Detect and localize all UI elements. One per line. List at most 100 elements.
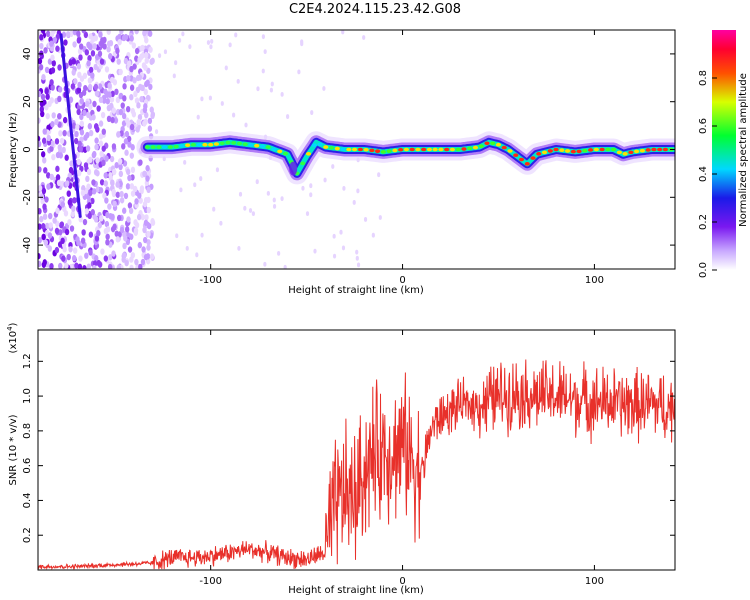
- spectrogram-noise-cell: [38, 166, 42, 173]
- spectrogram-ridge-core: [351, 147, 358, 152]
- spectrogram-noise-cell: [256, 86, 260, 92]
- spectrogram-noise-cell: [88, 129, 94, 137]
- spectrogram-noise-cell: [45, 222, 50, 230]
- spectrogram-ridge-core: [369, 148, 375, 153]
- spectrogram-noise-cell: [98, 140, 104, 147]
- spectrogram-ridge-core: [346, 147, 352, 152]
- spectrogram-noise-cell: [38, 117, 41, 124]
- spectrogram-ridge-core: [259, 144, 266, 149]
- spectrogram-noise-cell: [286, 114, 290, 119]
- spectrogram-noise-cell: [107, 203, 112, 210]
- spectrogram-ridge-core: [467, 146, 473, 151]
- spectrogram-noise-cell: [143, 88, 148, 96]
- spectrogram-noise-cell: [147, 125, 153, 132]
- figure-title: C2E4.2024.115.23.42.G08: [288, 2, 462, 17]
- spectrogram-noise-cell: [123, 57, 129, 65]
- spectrogram-noise-cell: [64, 262, 69, 269]
- spectrogram-noise-cell: [85, 145, 91, 152]
- spectrogram-x-ticks: -100 0 100: [199, 30, 604, 286]
- spectrogram-noise-cell: [76, 158, 81, 166]
- spectrogram-noise-cell: [40, 93, 46, 101]
- spectrogram-noise-cell: [104, 197, 109, 204]
- spectrogram-noise-cell: [313, 248, 317, 254]
- spectrogram-noise-cell: [40, 110, 45, 118]
- spectrogram-noise-cell: [43, 167, 48, 174]
- spectrogram-noise-cell: [56, 113, 62, 120]
- spectrogram-noise-cell: [142, 200, 148, 208]
- spectrogram-noise-cell: [174, 60, 178, 66]
- spectrogram-noise-cell: [146, 239, 151, 246]
- spectrogram-ridge-core: [265, 145, 271, 149]
- spectrogram-noise-cell: [74, 262, 79, 269]
- spectrogram-noise-cell: [46, 183, 51, 190]
- spectrogram-noise-cell: [145, 253, 151, 260]
- spectrogram-noise-cell: [97, 50, 103, 57]
- spectrogram-noise-cell: [97, 222, 103, 229]
- spectrogram-noise-cell: [137, 241, 143, 249]
- spectrogram-noise-cell: [94, 123, 99, 130]
- spectrogram-noise-cell: [64, 180, 70, 187]
- spectrogram-noise-cell: [137, 113, 143, 121]
- spectrogram-noise-cell: [85, 175, 90, 183]
- spectrogram-noise-cell: [146, 206, 152, 214]
- spectrogram-noise-cell: [102, 43, 107, 50]
- spectrogram-noise-cell: [72, 247, 78, 254]
- spectrogram-noise-cell: [45, 172, 51, 179]
- spectrogram-noise-cell: [132, 185, 138, 193]
- spectrogram-noise-cell: [181, 31, 185, 37]
- spectrogram-noise-cell: [41, 233, 46, 241]
- spectrogram-noise-cell: [92, 43, 97, 50]
- spectrogram-noise-cell: [219, 220, 223, 226]
- snr-y-label: SNR (10 * v/v): [8, 414, 19, 485]
- snr-x-tick-label: 0: [399, 576, 405, 587]
- snr-y-ticks: 0.2 0.4 0.6 0.8 1.0 1.2: [22, 353, 675, 543]
- spectrogram-noise-cell: [115, 236, 120, 243]
- spectrogram-noise-cell: [143, 64, 148, 71]
- spectrogram-noise-cell: [38, 57, 43, 65]
- spectrogram-noise-cell: [77, 81, 82, 89]
- spectrogram-ridge-core: [208, 142, 214, 147]
- spectrogram-noise-cell: [143, 51, 149, 59]
- spectrogram-noise-cell: [143, 219, 149, 226]
- spectrogram-noise-cell: [111, 107, 117, 114]
- spectrogram-noise-cell: [52, 36, 58, 44]
- spectrogram-noise-cell: [116, 131, 121, 138]
- spectrogram-noise-cell: [131, 42, 137, 49]
- spectrogram-noise-cell: [83, 134, 88, 141]
- spectrogram-noise-cell: [68, 246, 73, 253]
- spectrogram-noise-cell: [72, 30, 78, 36]
- spectrogram-noise-cell: [94, 255, 99, 262]
- spectrogram-noise-cell: [88, 249, 93, 256]
- spectrogram-noise-cell: [142, 226, 147, 234]
- spectrogram-noise-cell: [83, 84, 88, 92]
- spectrogram-noise-cell: [116, 264, 122, 269]
- snr-x-ticks: -100 0 100: [199, 330, 604, 587]
- spectrogram-noise-cell: [68, 59, 73, 66]
- spectrogram-noise-cell: [44, 196, 49, 203]
- spectrogram-noise-cell: [134, 198, 139, 205]
- spectrogram-noise-cell: [130, 166, 136, 174]
- spectrogram-noise-cell: [119, 190, 124, 198]
- spectrogram-noise-cell: [122, 95, 127, 102]
- spectrogram-y-label: Frequency (Hz): [8, 112, 19, 188]
- spectrogram-ridge-core: [484, 141, 490, 146]
- spectrogram-noise-cell: [87, 83, 93, 91]
- spectrogram-noise-cell: [90, 50, 96, 57]
- spectrogram-ridge-core: [455, 147, 461, 152]
- snr-background: [38, 330, 675, 570]
- spectrogram-noise-cell: [147, 222, 152, 230]
- spectrogram-noise-cell: [129, 233, 134, 240]
- spectrogram-noise-cell: [263, 261, 267, 267]
- spectrogram-ridge-core: [328, 146, 335, 150]
- spectrogram-noise-cell: [130, 190, 136, 197]
- spectrogram-noise-cell: [224, 65, 228, 71]
- spectrogram-ridge-core: [518, 157, 525, 162]
- spectrogram-noise-cell: [163, 49, 168, 55]
- spectrogram-noise-cell: [42, 203, 47, 210]
- spectrogram-noise-cell: [341, 30, 345, 35]
- spectrogram-noise-cell: [106, 30, 111, 35]
- spectrogram-noise-cell: [51, 112, 56, 119]
- spectrogram-noise-cell: [142, 236, 148, 244]
- spectrogram-noise-cell: [101, 159, 106, 167]
- spectrogram-ridge-core: [541, 150, 548, 155]
